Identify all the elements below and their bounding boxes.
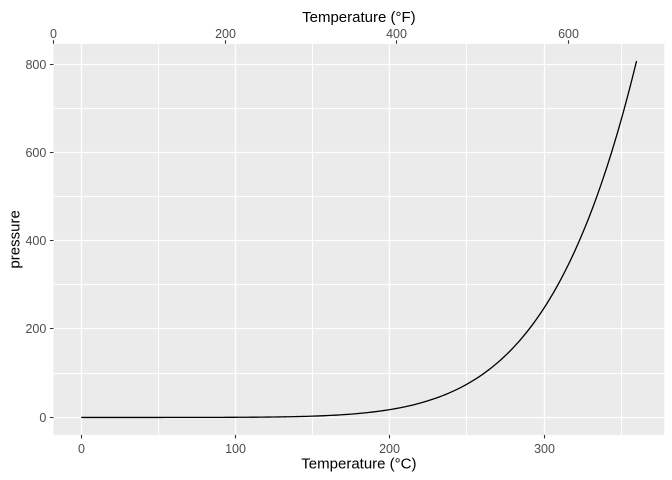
svg-text:300: 300: [534, 442, 555, 456]
svg-text:200: 200: [25, 322, 46, 336]
svg-text:600: 600: [558, 27, 579, 41]
svg-text:0: 0: [78, 442, 85, 456]
svg-text:400: 400: [386, 27, 407, 41]
svg-text:0: 0: [50, 27, 57, 41]
svg-text:Temperature (°F): Temperature (°F): [302, 9, 416, 26]
svg-text:800: 800: [25, 58, 46, 72]
svg-text:0: 0: [39, 411, 46, 425]
svg-text:600: 600: [25, 146, 46, 160]
svg-text:pressure: pressure: [7, 210, 24, 268]
svg-text:200: 200: [215, 27, 236, 41]
svg-text:Temperature (°C): Temperature (°C): [301, 455, 416, 472]
svg-text:400: 400: [25, 234, 46, 248]
svg-text:200: 200: [379, 442, 400, 456]
svg-text:100: 100: [225, 442, 246, 456]
